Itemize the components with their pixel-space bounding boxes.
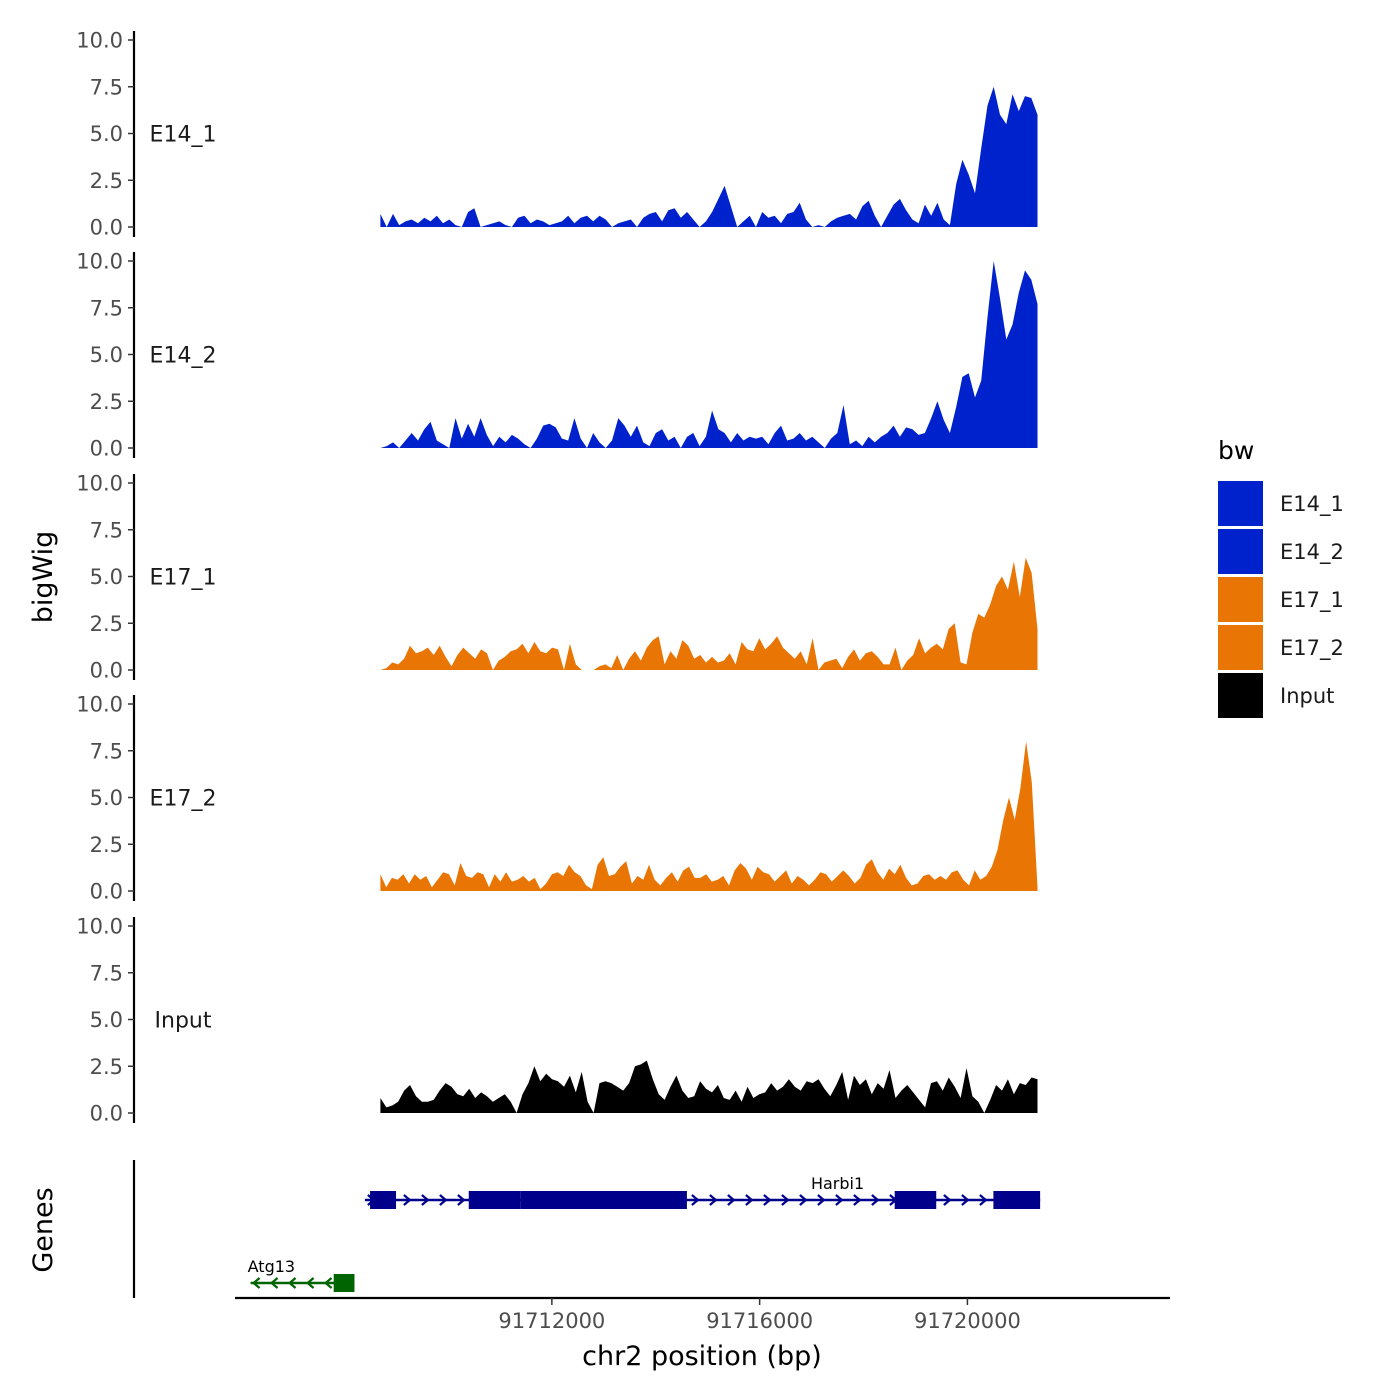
gene-exon bbox=[520, 1191, 687, 1209]
strand-arrow bbox=[871, 1194, 880, 1206]
strand-arrow bbox=[943, 1194, 952, 1206]
y-tick-label: 7.5 bbox=[90, 518, 123, 542]
y-tick-label: 2.5 bbox=[90, 390, 123, 414]
legend-title: bw bbox=[1218, 436, 1254, 465]
strand-arrow bbox=[323, 1277, 333, 1289]
legend-key-E14_1 bbox=[1218, 481, 1263, 526]
gene-exon bbox=[993, 1191, 1041, 1209]
gene-exon bbox=[894, 1191, 937, 1209]
gene-exon bbox=[370, 1191, 397, 1209]
y-tick-label: 5.0 bbox=[90, 565, 123, 589]
strand-arrow bbox=[781, 1194, 790, 1206]
y-tick-label: 0.0 bbox=[90, 216, 123, 240]
strand-arrow bbox=[961, 1194, 970, 1206]
y-tick-label: 0.0 bbox=[90, 659, 123, 683]
strand-arrow bbox=[439, 1194, 448, 1206]
legend-label: Input bbox=[1280, 684, 1334, 708]
strand-arrow bbox=[799, 1194, 808, 1206]
y-tick-label: 0.0 bbox=[90, 437, 123, 461]
panel-label: E17_1 bbox=[150, 566, 217, 591]
y-tick-label: 0.0 bbox=[90, 880, 123, 904]
y-tick-label: 10.0 bbox=[76, 472, 123, 496]
x-axis: 91712000 91716000 91720000 bbox=[235, 1296, 1170, 1333]
panel-label: Input bbox=[155, 1009, 212, 1034]
gene-label: Atg13 bbox=[248, 1257, 295, 1276]
y-axis-title: bigWig bbox=[28, 531, 59, 624]
legend-key-E17_1 bbox=[1218, 577, 1263, 622]
strand-arrow bbox=[835, 1194, 844, 1206]
strand-arrow bbox=[853, 1194, 862, 1206]
legend-label: E14_2 bbox=[1280, 540, 1344, 565]
signal-area-E17_1 bbox=[380, 557, 1038, 670]
y-tick-label: 2.5 bbox=[90, 612, 123, 636]
y-tick-label: 5.0 bbox=[90, 122, 123, 146]
strand-arrow bbox=[457, 1194, 466, 1206]
panel-E14_1: 10.0 7.5 5.0 2.5 0.0 E14_1 bbox=[76, 29, 1038, 240]
strand-arrow bbox=[979, 1194, 988, 1206]
strand-arrow bbox=[745, 1194, 754, 1206]
panel-Input: 10.0 7.5 5.0 2.5 0.0 Input bbox=[76, 915, 1038, 1126]
strand-arrow bbox=[763, 1194, 772, 1206]
y-tick-label: 10.0 bbox=[76, 29, 123, 53]
genes-panel-title: Genes bbox=[28, 1187, 59, 1272]
panel-E17_2: 10.0 7.5 5.0 2.5 0.0 E17_2 bbox=[76, 693, 1038, 904]
strand-arrow bbox=[727, 1194, 736, 1206]
y-tick-label: 7.5 bbox=[90, 296, 123, 320]
strand-arrow bbox=[691, 1194, 700, 1206]
y-tick-label: 10.0 bbox=[76, 693, 123, 717]
y-tick-label: 5.0 bbox=[90, 1008, 123, 1032]
strand-arrow bbox=[709, 1194, 718, 1206]
genes-panel: Harbi1 Atg13 bbox=[132, 1160, 1041, 1298]
gene-Atg13: Atg13 bbox=[248, 1257, 355, 1292]
gene-exon bbox=[468, 1191, 521, 1209]
y-tick-label: 10.0 bbox=[76, 250, 123, 274]
signal-area-E17_2 bbox=[380, 741, 1038, 891]
signal-area-Input bbox=[380, 1060, 1038, 1113]
gene-exon bbox=[333, 1274, 355, 1292]
panel-label: E14_1 bbox=[150, 123, 217, 148]
legend-key-Input bbox=[1218, 673, 1263, 718]
panel-label: E17_2 bbox=[150, 787, 217, 812]
legend-key-E17_2 bbox=[1218, 625, 1263, 670]
x-axis-title: chr2 position (bp) bbox=[582, 1341, 822, 1372]
legend-label: E17_1 bbox=[1280, 588, 1344, 613]
strand-arrow bbox=[817, 1194, 826, 1206]
y-tick-label: 5.0 bbox=[90, 786, 123, 810]
gene-Harbi1: Harbi1 bbox=[364, 1174, 1041, 1209]
y-tick-label: 7.5 bbox=[90, 961, 123, 985]
y-tick-label: 7.5 bbox=[90, 75, 123, 99]
panel-E17_1: 10.0 7.5 5.0 2.5 0.0 E17_1 bbox=[76, 472, 1038, 683]
panel-E14_2: 10.0 7.5 5.0 2.5 0.0 E14_2 bbox=[76, 250, 1038, 461]
bigwig-panels: 10.0 7.5 5.0 2.5 0.0 E14_1 10.0 7.5 5.0 2.5 0.0 E14… bbox=[76, 29, 1038, 1126]
signal-area-E14_1 bbox=[380, 86, 1038, 227]
y-tick-label: 5.0 bbox=[90, 343, 123, 367]
strand-arrow bbox=[403, 1194, 412, 1206]
x-tick-label: 91716000 bbox=[706, 1309, 813, 1333]
y-tick-label: 10.0 bbox=[76, 915, 123, 939]
y-tick-label: 2.5 bbox=[90, 1055, 123, 1079]
y-tick-label: 0.0 bbox=[90, 1102, 123, 1126]
gene-label: Harbi1 bbox=[811, 1174, 864, 1193]
y-tick-label: 2.5 bbox=[90, 833, 123, 857]
legend-label: E14_1 bbox=[1280, 492, 1344, 517]
legend-label: E17_2 bbox=[1280, 636, 1344, 661]
signal-area-E14_2 bbox=[380, 261, 1038, 448]
strand-arrow bbox=[305, 1277, 315, 1289]
strand-arrow bbox=[421, 1194, 430, 1206]
strand-arrow bbox=[287, 1277, 297, 1289]
y-tick-label: 7.5 bbox=[90, 739, 123, 763]
strand-arrow bbox=[269, 1277, 279, 1289]
panel-label: E14_2 bbox=[150, 344, 217, 369]
legend: bw E14_1 E14_2 E17_1 E17_2 Input bbox=[1218, 436, 1344, 718]
x-tick-label: 91720000 bbox=[914, 1309, 1021, 1333]
y-tick-label: 2.5 bbox=[90, 169, 123, 193]
legend-key-E14_2 bbox=[1218, 529, 1263, 574]
strand-arrow bbox=[251, 1277, 261, 1289]
x-tick-label: 91712000 bbox=[498, 1309, 605, 1333]
